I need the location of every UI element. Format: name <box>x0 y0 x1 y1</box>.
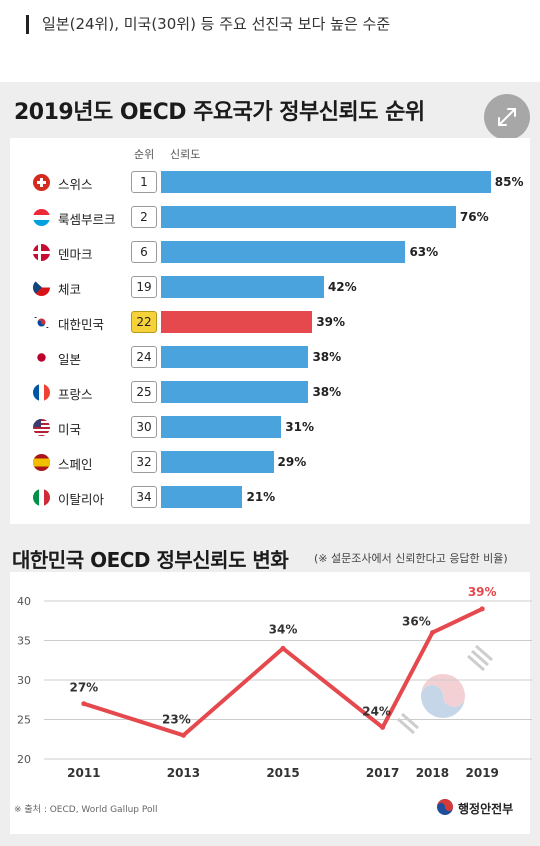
country-label: 덴마크 <box>58 247 93 262</box>
bar-value-label: 38% <box>312 385 342 399</box>
data-point <box>429 630 435 636</box>
korea-flag-icon <box>33 314 50 331</box>
data-label: 27% <box>69 681 98 695</box>
rank-badge: 6 <box>131 241 157 263</box>
country-label: 스위스 <box>58 177 93 192</box>
bar <box>161 451 274 473</box>
rank-badge: 25 <box>131 381 157 403</box>
country-label: 미국 <box>58 422 82 437</box>
czech-flag-icon <box>33 279 50 296</box>
switzerland-flag-icon <box>33 174 50 191</box>
bar-chart-title: 2019년도 OECD 주요국가 정부신뢰도 순위 <box>14 100 425 125</box>
data-point <box>280 645 286 651</box>
rank-badge: 24 <box>131 346 157 368</box>
rank-badge: 19 <box>131 276 157 298</box>
y-tick-label: 20 <box>17 753 31 766</box>
france-flag-icon <box>33 384 50 401</box>
rank-badge: 2 <box>131 206 157 228</box>
bar <box>161 311 313 333</box>
rank-badge: 1 <box>131 171 157 193</box>
line-chart-subtitle: (※ 설문조사에서 신뢰한다고 응답한 비율) <box>314 552 508 565</box>
line-chart-panel <box>10 572 530 834</box>
spain-flag-icon <box>33 454 50 471</box>
japan-flag-icon <box>33 349 50 366</box>
data-point <box>180 732 186 738</box>
bar-value-label: 63% <box>409 245 439 259</box>
x-tick-label: 2018 <box>416 766 449 780</box>
country-label: 이탈리아 <box>58 492 105 507</box>
italy-flag-icon <box>33 489 50 506</box>
bar <box>161 206 456 228</box>
data-point <box>380 724 386 730</box>
caption: 일본(24위), 미국(30위) 등 주요 선진국 보다 높은 수준 <box>0 0 540 60</box>
country-label: 대한민국 <box>58 317 105 332</box>
data-label: 39% <box>468 585 497 599</box>
data-label: 23% <box>162 712 191 726</box>
data-point <box>479 606 485 612</box>
bar-value-label: 85% <box>494 175 524 189</box>
bar-value-label: 21% <box>246 490 276 504</box>
y-tick-label: 35 <box>17 635 31 648</box>
line-chart: 20 25 30 35 40 2011 2013 2015 2017 2018 2019 27% 23%… <box>17 585 532 780</box>
caption-bar <box>26 15 29 34</box>
country-label: 체코 <box>58 282 82 297</box>
rank-badge: 30 <box>131 416 157 438</box>
rank-badge: 22 <box>131 311 157 333</box>
x-tick-label: 2013 <box>167 766 200 780</box>
country-label: 프랑스 <box>58 387 93 402</box>
data-label: 34% <box>269 622 298 636</box>
country-label: 룩셈부르크 <box>58 212 116 227</box>
bar-value-label: 38% <box>312 350 342 364</box>
data-label: 36% <box>402 615 431 629</box>
bar <box>161 346 309 368</box>
rank-badge: 32 <box>131 451 157 473</box>
rank-column-header: 순위 <box>134 148 155 161</box>
denmark-flag-icon <box>33 244 50 261</box>
bar-value-label: 42% <box>327 280 357 294</box>
usa-flag-icon <box>33 419 50 436</box>
y-tick-label: 40 <box>17 595 31 608</box>
expand-icon <box>498 108 516 126</box>
caption-text: 일본(24위), 미국(30위) 등 주요 선진국 보다 높은 수준 <box>42 15 391 33</box>
bar <box>161 276 324 298</box>
y-tick-label: 25 <box>17 714 31 727</box>
country-label: 스페인 <box>58 457 93 472</box>
trust-column-header: 신뢰도 <box>170 148 201 161</box>
luxembourg-flag-icon <box>33 209 50 226</box>
bar-value-label: 31% <box>285 420 314 434</box>
ministry-name: 행정안전부 <box>458 802 514 816</box>
x-tick-label: 2011 <box>67 766 100 780</box>
bar-value-label: 76% <box>459 210 489 224</box>
data-point <box>81 701 87 707</box>
bar-value-label: 39% <box>316 315 346 329</box>
bar <box>161 381 309 403</box>
series-line <box>81 606 485 738</box>
korea-flag-watermark <box>397 644 493 735</box>
ministry-emblem-icon <box>437 799 453 815</box>
source-note: ※ 출처 : OECD, World Gallup Poll <box>14 805 158 815</box>
x-tick-label: 2019 <box>466 766 499 780</box>
line-chart-title: 대한민국 OECD 정부신뢰도 변화 <box>12 548 289 572</box>
expand-button[interactable] <box>484 94 530 140</box>
bar <box>161 241 406 263</box>
bar-value-label: 29% <box>277 455 307 469</box>
rank-badge: 34 <box>131 486 157 508</box>
data-label: 24% <box>362 704 391 718</box>
country-label: 일본 <box>58 352 82 367</box>
bar <box>161 416 282 438</box>
bar <box>161 486 243 508</box>
y-tick-label: 30 <box>17 674 31 687</box>
bar <box>161 171 491 193</box>
x-tick-label: 2015 <box>266 766 299 780</box>
x-tick-label: 2017 <box>366 766 399 780</box>
